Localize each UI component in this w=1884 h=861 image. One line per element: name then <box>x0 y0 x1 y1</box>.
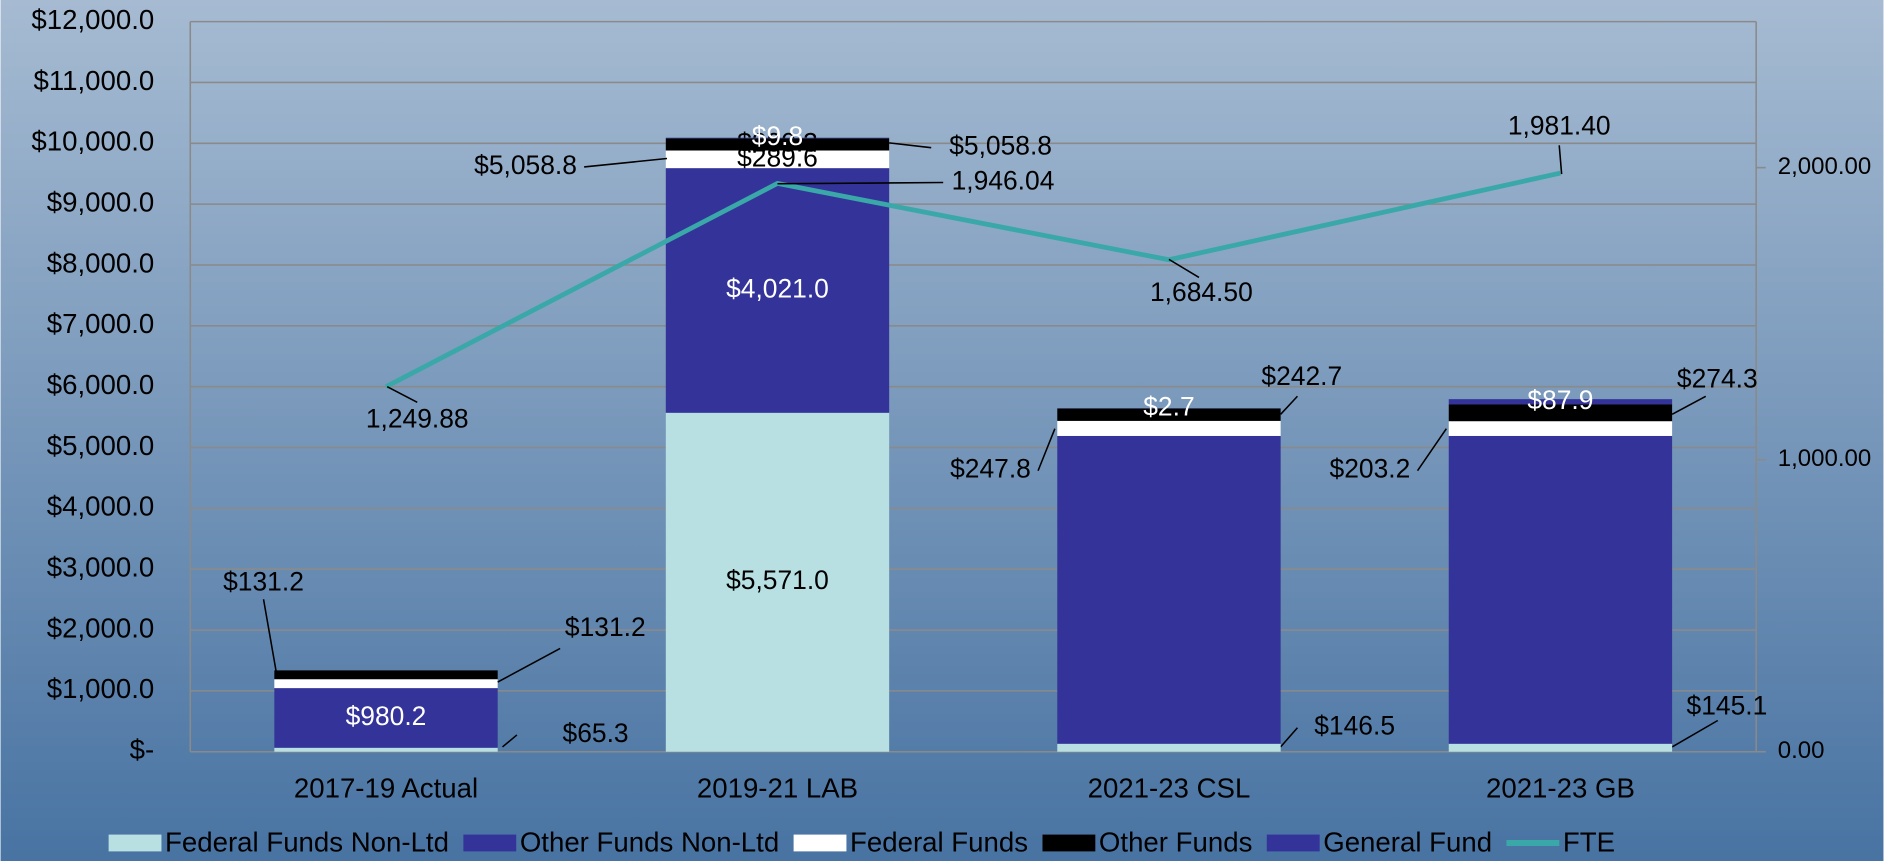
y-tick-label: $6,000.0 <box>47 369 154 400</box>
bar-segment <box>1448 399 1673 405</box>
leader-line <box>777 181 944 185</box>
y-tick-label: $10,000.0 <box>31 126 154 157</box>
leader-line <box>889 142 932 149</box>
y-tick-label: $4,000.0 <box>47 491 154 522</box>
legend-label: General Fund <box>1323 826 1492 857</box>
data-label: $131.2 <box>565 612 646 642</box>
leader-line <box>1416 428 1447 472</box>
data-label: $5,058.8 <box>949 131 1052 161</box>
leader-line <box>1037 428 1056 472</box>
data-label: $9.8 <box>752 121 803 151</box>
bar-segment <box>665 137 890 139</box>
bar-segment <box>665 412 890 752</box>
bar-segment <box>274 747 498 752</box>
bar-segment <box>665 138 890 151</box>
legend-swatch <box>463 834 517 852</box>
data-label: $5,058.8 <box>474 150 577 180</box>
bar-segment <box>274 679 498 689</box>
y2-tick-label: 1,000.00 <box>1778 445 1871 472</box>
data-label: $200.3 <box>737 127 818 157</box>
bar-segment <box>665 168 890 413</box>
leader-line <box>1168 258 1200 279</box>
leader-line <box>584 157 668 168</box>
data-label: $2.7 <box>1143 391 1194 421</box>
line-series <box>384 170 1561 389</box>
leader-line <box>386 385 418 403</box>
y2-tick-label: 0.00 <box>1778 737 1825 764</box>
bar-segment <box>274 670 498 680</box>
y-tick-label: $8,000.0 <box>47 247 154 278</box>
legend-label: Federal Funds Non-Ltd <box>165 826 449 857</box>
legend-label: Other Funds <box>1099 826 1252 857</box>
leader-line <box>1671 395 1707 415</box>
leader-line <box>1280 395 1299 415</box>
y-tick-label: $5,000.0 <box>47 430 154 461</box>
data-label: $242.7 <box>1261 361 1342 391</box>
y-tick-label: $11,000.0 <box>33 65 154 96</box>
data-label: 1,684.50 <box>1150 277 1253 307</box>
y-tick-label: $9,000.0 <box>47 186 154 217</box>
bar-segment <box>1448 743 1673 752</box>
bar-segment <box>1448 404 1673 422</box>
bar-segment <box>665 150 890 169</box>
y-tick-label: $- <box>130 734 155 765</box>
legend-swatch <box>793 834 847 852</box>
data-label: $131.2 <box>223 567 304 597</box>
data-label: $146.5 <box>1314 711 1395 741</box>
x-tick-label: 2021-23 GB <box>1486 772 1635 803</box>
leader-line <box>262 599 278 676</box>
data-label: $145.1 <box>1687 690 1768 720</box>
leader-line <box>1558 145 1563 175</box>
y-tick-label: $12,000.0 <box>31 4 154 35</box>
legend-swatch <box>1266 834 1320 852</box>
legend-swatch <box>108 834 162 852</box>
y-tick-label: $1,000.0 <box>47 673 154 704</box>
bar-segment <box>1057 420 1281 436</box>
y-tick-label: $3,000.0 <box>47 551 154 582</box>
x-tick-label: 2019-21 LAB <box>697 772 858 803</box>
leader-line <box>1671 719 1719 748</box>
y-tick-label: $2,000.0 <box>47 612 154 643</box>
x-tick-label: 2021-23 CSL <box>1088 772 1251 803</box>
data-label: $247.8 <box>950 454 1031 484</box>
bar-segment <box>1057 743 1281 752</box>
leader-line <box>1280 727 1299 748</box>
data-label: $5,571.0 <box>726 565 829 595</box>
legend-label: Other Funds Non-Ltd <box>520 826 779 857</box>
x-tick-label: 2017-19 Actual <box>294 772 478 803</box>
bar-segment <box>1057 408 1281 421</box>
data-label: $65.3 <box>563 718 629 748</box>
y2-tick-label: 2,000.00 <box>1778 153 1871 180</box>
data-label: $203.2 <box>1330 454 1411 484</box>
bar-segment <box>1448 435 1673 744</box>
data-label: $4,021.0 <box>726 273 829 303</box>
legend-swatch <box>1042 834 1096 852</box>
leader-line <box>501 734 518 748</box>
bar-segment <box>1057 435 1281 744</box>
data-label: $87.9 <box>1527 385 1593 415</box>
data-label: 1,981.40 <box>1508 110 1611 140</box>
y-tick-label: $7,000.0 <box>47 308 154 339</box>
bar-segment <box>1448 421 1673 436</box>
data-label: $274.3 <box>1677 364 1758 394</box>
leader-line <box>497 647 561 683</box>
legend-label: FTE <box>1563 826 1615 857</box>
bar-segment <box>274 688 498 748</box>
legend-label: Federal Funds <box>850 826 1028 857</box>
data-label: 1,946.04 <box>952 165 1055 195</box>
data-label: $980.2 <box>346 701 427 731</box>
data-label: 1,249.88 <box>366 403 469 433</box>
